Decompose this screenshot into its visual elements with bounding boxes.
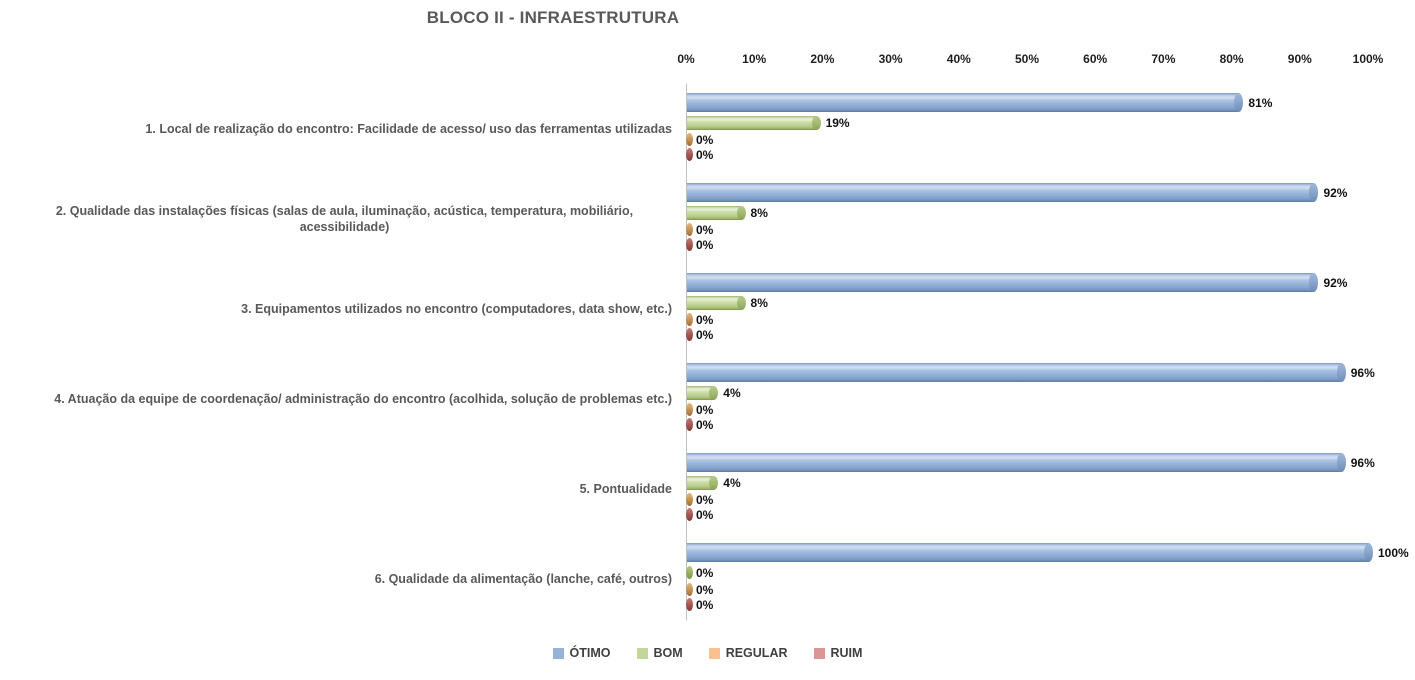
x-axis-tick-label: 0%: [677, 52, 695, 66]
value-label: 0%: [696, 597, 714, 612]
bar-ótimo: [687, 183, 1319, 202]
zero-marker-bom: [686, 566, 693, 579]
bar-ótimo: [687, 543, 1373, 562]
value-label: 0%: [696, 147, 714, 162]
bar-ótimo: [687, 453, 1346, 472]
value-label: 0%: [696, 132, 714, 147]
legend-swatch: [636, 647, 648, 659]
zero-marker-regular: [686, 583, 693, 596]
chart-title: BLOCO II - INFRAESTRUTURA: [426, 8, 680, 27]
bar-end-cap: [1336, 453, 1346, 472]
legend: ÓTIMO BOM REGULAR RUIM: [0, 646, 1415, 660]
bar-ótimo: [687, 363, 1346, 382]
value-label: 0%: [696, 402, 714, 417]
legend-item-bom: BOM: [636, 646, 683, 660]
category-label: 4. Atuação da equipe de coordenação/ adm…: [54, 392, 672, 406]
zero-marker-ruim: [686, 148, 693, 161]
category-label: 3. Equipamentos utilizados no encontro (…: [241, 302, 672, 316]
x-axis-tick-label: 10%: [742, 52, 767, 66]
value-label: 96%: [1350, 455, 1375, 470]
x-axis-tick-label: 50%: [1014, 52, 1040, 66]
x-axis-tick-label: 40%: [946, 52, 971, 66]
bar-end-cap: [1234, 93, 1244, 112]
value-label: 96%: [1350, 365, 1375, 380]
value-label: 4%: [723, 386, 741, 400]
value-label: 100%: [1378, 545, 1409, 560]
bar-bom: [687, 206, 746, 220]
category-axis-line: [686, 84, 687, 620]
bar-end-cap: [1336, 363, 1346, 382]
value-label: 8%: [750, 296, 768, 310]
zero-marker-regular: [686, 493, 693, 506]
bar-ótimo: [687, 273, 1319, 292]
category-label: 6. Qualidade da alimentação (lanche, caf…: [374, 572, 672, 586]
zero-marker-ruim: [686, 418, 693, 431]
value-label: 0%: [696, 222, 714, 237]
legend-item-ótimo: ÓTIMO: [552, 646, 611, 660]
value-label: 92%: [1323, 185, 1348, 200]
x-axis-tick-label: 80%: [1219, 52, 1244, 66]
legend-swatch: [813, 647, 825, 659]
zero-marker-regular: [686, 313, 693, 326]
legend-label: REGULAR: [725, 646, 788, 660]
value-label: 0%: [696, 417, 714, 432]
x-axis-tick-label: 100%: [1352, 52, 1384, 66]
zero-marker-ruim: [686, 328, 693, 341]
bar-ótimo: [687, 93, 1244, 112]
legend-item-ruim: RUIM: [813, 646, 863, 660]
bar-end-cap: [709, 476, 719, 490]
x-axis-tick-label: 30%: [878, 52, 903, 66]
value-label: 8%: [750, 206, 768, 220]
value-label: 4%: [723, 476, 741, 490]
value-label: 19%: [825, 116, 850, 130]
legend-label: BOM: [653, 646, 683, 660]
bar-end-cap: [1309, 273, 1319, 292]
bar-end-cap: [1309, 183, 1319, 202]
bar-end-cap: [709, 386, 719, 400]
bar-end-cap: [736, 296, 746, 310]
bar-bom: [687, 476, 719, 490]
value-label: 0%: [696, 507, 714, 522]
value-label: 92%: [1323, 275, 1348, 290]
zero-marker-ruim: [686, 598, 693, 611]
x-axis-tick-label: 60%: [1083, 52, 1108, 66]
bar-end-cap: [1364, 543, 1373, 562]
zero-marker-ruim: [686, 238, 693, 251]
zero-marker-regular: [686, 223, 693, 236]
bar-bom: [687, 116, 821, 130]
legend-label: ÓTIMO: [569, 646, 611, 660]
bar-bom: [687, 296, 746, 310]
zero-marker-regular: [686, 133, 693, 146]
value-label: 0%: [696, 582, 714, 597]
value-label: 0%: [696, 327, 714, 342]
category-label: 2. Qualidade das instalações físicas (sa…: [55, 204, 634, 234]
category-label: 1. Local de realização do encontro: Faci…: [145, 122, 672, 136]
value-label: 0%: [696, 312, 714, 327]
zero-marker-regular: [686, 403, 693, 416]
x-axis-tick-label: 90%: [1287, 52, 1312, 66]
bar-end-cap: [736, 206, 746, 220]
zero-marker-ruim: [686, 508, 693, 521]
category-label: 5. Pontualidade: [579, 482, 672, 496]
x-axis-tick-label: 70%: [1151, 52, 1176, 66]
value-label: 0%: [696, 492, 714, 507]
bar-end-cap: [811, 116, 821, 130]
x-axis-tick-label: 20%: [810, 52, 835, 66]
value-label: 0%: [696, 566, 714, 580]
legend-swatch: [708, 647, 720, 659]
legend-swatch: [552, 647, 564, 659]
value-label: 0%: [696, 237, 714, 252]
legend-item-regular: REGULAR: [708, 646, 788, 660]
value-label: 81%: [1248, 95, 1273, 110]
bar-bom: [687, 386, 719, 400]
legend-label: RUIM: [830, 646, 863, 660]
